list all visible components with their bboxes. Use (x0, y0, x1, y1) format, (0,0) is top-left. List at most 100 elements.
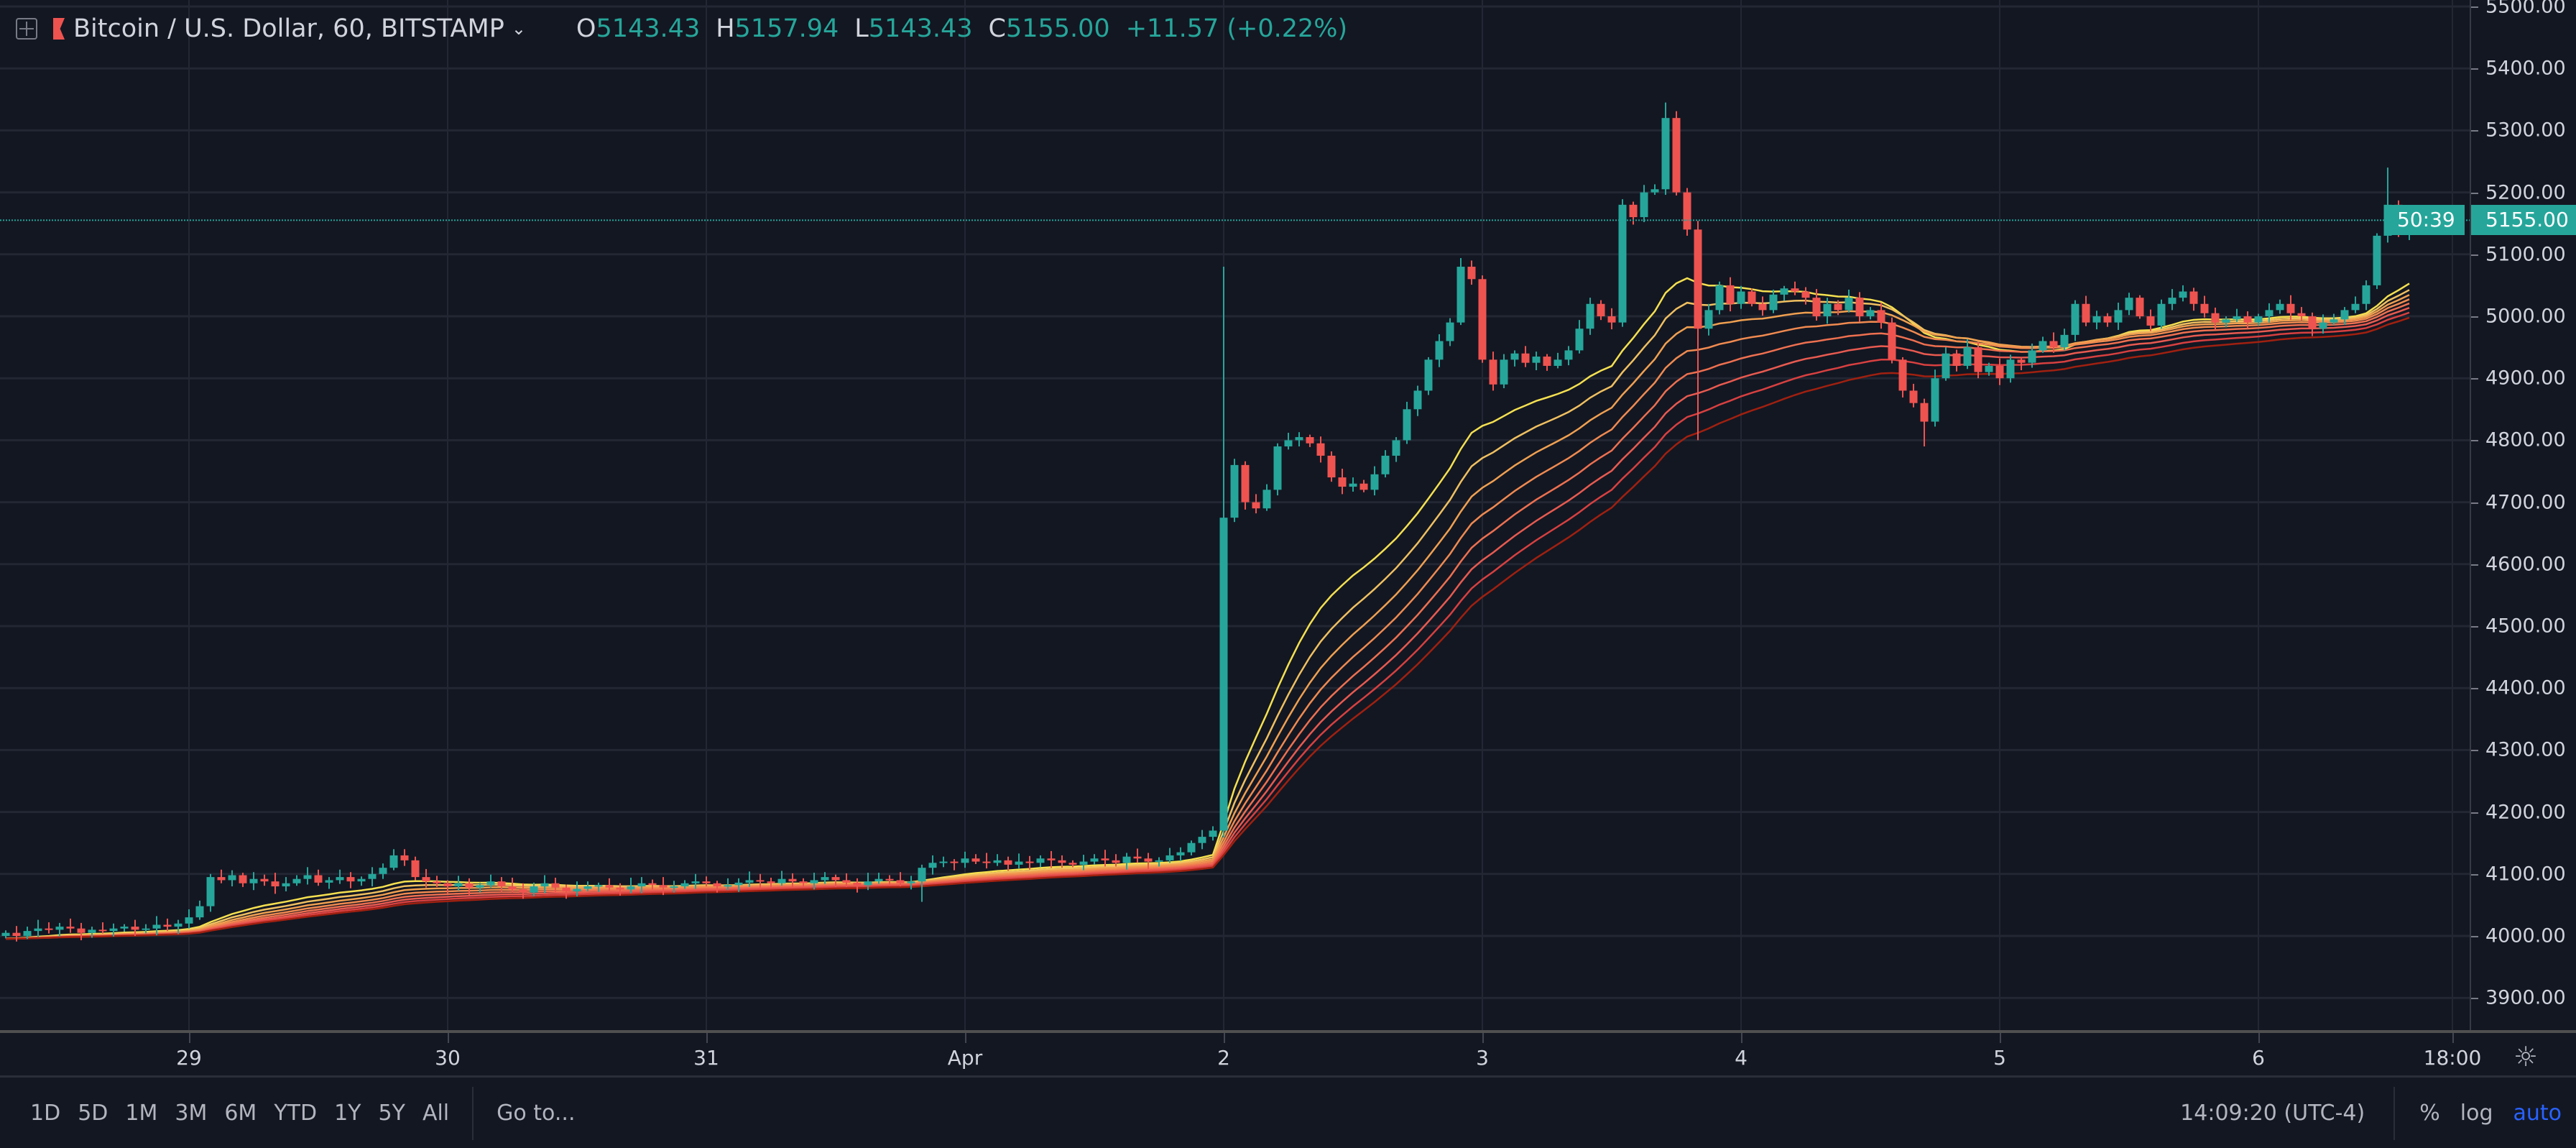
candle-body (1651, 189, 1659, 193)
range-1m[interactable]: 1M (125, 1101, 158, 1126)
candle-body (1543, 357, 1551, 366)
candle-body (1510, 353, 1519, 360)
range-6m[interactable]: 6M (224, 1101, 257, 1126)
candle-body (583, 886, 592, 889)
candle-body (454, 883, 463, 887)
chart-pane[interactable]: Bitcoin / U.S. Dollar, 60, BITSTAMP ⌄ O … (0, 0, 2470, 1030)
chevron-down-icon[interactable]: ⌄ (511, 19, 526, 39)
candle-body (1327, 455, 1336, 478)
price-axis[interactable]: 5500.00 5400.00 5300.00 5200.00 5100.00 5000.… (2470, 0, 2576, 1030)
range-5y[interactable]: 5Y (378, 1101, 405, 1126)
candle-body (1866, 310, 1875, 316)
candle-body (1942, 353, 1950, 379)
ema-ribbon-line (5, 294, 2410, 940)
candle-body (530, 886, 538, 893)
price-tick-label: 4300.00 (2485, 738, 2566, 761)
change-value: +11.57 (+0.22%) (1125, 14, 1348, 43)
candle-body (1273, 446, 1282, 490)
time-tick-label: 2 (1217, 1046, 1230, 1070)
candlestick-chart[interactable] (0, 0, 2470, 1030)
candle-body (55, 927, 64, 930)
candle-body (1090, 858, 1099, 862)
candle-body (314, 875, 323, 883)
time-axis[interactable]: ☼ 29 30 31 Apr 2 3 4 5 6 18:00 (0, 1030, 2576, 1078)
candle-body (1025, 861, 1034, 863)
candle-body (1349, 483, 1357, 487)
auto-scale-toggle[interactable]: auto (2513, 1101, 2562, 1126)
range-ytd[interactable]: YTD (274, 1101, 318, 1126)
candle-body (939, 861, 948, 863)
candle-body (1554, 359, 1562, 366)
candle-body (2168, 298, 2176, 304)
price-tick-label: 5500.00 (2485, 0, 2566, 18)
candle-body (1230, 464, 1239, 518)
price-tick (2471, 564, 2478, 566)
candle-body (174, 923, 183, 927)
candle-body (292, 878, 301, 883)
candle-body (734, 882, 743, 886)
expand-plus-icon[interactable] (16, 18, 37, 40)
candle-body (2373, 235, 2381, 285)
price-tick-label: 4100.00 (2485, 863, 2566, 886)
candle-body (2189, 291, 2198, 304)
candle-body (1262, 490, 1271, 509)
symbol-title[interactable]: Bitcoin / U.S. Dollar, 60, BITSTAMP (73, 14, 504, 43)
candle-body (368, 873, 377, 879)
candle-body (670, 886, 678, 888)
candle-body (1704, 310, 1713, 329)
clock-timezone[interactable]: 14:09:20 (UTC-4) (2180, 1101, 2365, 1126)
candle-body (519, 889, 527, 893)
toolbar-divider (2393, 1086, 2396, 1140)
candle-body (152, 924, 161, 929)
candle-body (551, 883, 560, 888)
time-tick-label: 31 (693, 1046, 719, 1070)
candle-body (389, 855, 398, 868)
candle-body (864, 881, 872, 886)
candle-body (1209, 830, 1217, 837)
candle-body (1500, 359, 1508, 385)
price-tick (2471, 873, 2478, 876)
candle-body (23, 931, 32, 936)
toolbar-divider (472, 1086, 474, 1140)
time-tick (1741, 1033, 1742, 1043)
time-tick (189, 1033, 190, 1043)
candle-body (400, 855, 409, 860)
range-1d[interactable]: 1D (30, 1101, 61, 1126)
candle-body (2049, 341, 2058, 348)
price-tick (2471, 998, 2478, 1000)
candle-body (1683, 192, 1691, 230)
price-tick-label: 4700.00 (2485, 491, 2566, 514)
candle-body (1101, 858, 1109, 860)
candle-body (2060, 334, 2069, 348)
candle-body (1952, 353, 1961, 366)
price-tick (2471, 626, 2478, 628)
candle-body (120, 927, 129, 929)
candle-body (2276, 303, 2284, 311)
price-tick-label: 5300.00 (2485, 119, 2566, 142)
candle-body (249, 878, 258, 883)
range-all[interactable]: All (422, 1101, 450, 1126)
log-scale-toggle[interactable]: log (2460, 1101, 2493, 1126)
candle-body (1920, 403, 1929, 422)
candle-body (433, 881, 441, 883)
percent-scale-toggle[interactable]: % (2419, 1101, 2440, 1126)
gear-icon[interactable]: ☼ (2513, 1041, 2539, 1073)
candle-body (928, 863, 937, 868)
candle-body (691, 881, 700, 883)
candle-body (2297, 313, 2306, 316)
time-tick (965, 1033, 966, 1043)
range-5d[interactable]: 5D (78, 1101, 109, 1126)
candle-body (1252, 502, 1260, 509)
range-1y[interactable]: 1Y (334, 1101, 361, 1126)
candle-body (1629, 204, 1638, 218)
candle-body (1726, 285, 1735, 304)
bottom-toolbar: 1D 5D 1M 3M 6M YTD 1Y 5Y All Go to... 14… (0, 1078, 2576, 1148)
go-to-button[interactable]: Go to... (497, 1101, 576, 1126)
range-3m[interactable]: 3M (175, 1101, 208, 1126)
candle-body (745, 880, 754, 883)
price-tick-label: 4200.00 (2485, 801, 2566, 824)
candle-body (88, 929, 96, 933)
candle-body (777, 878, 786, 883)
candle-body (767, 881, 775, 883)
candle-body (1855, 298, 1864, 316)
